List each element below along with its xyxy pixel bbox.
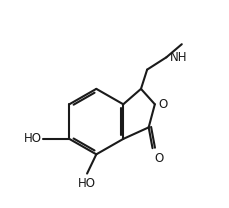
Text: O: O [157, 98, 166, 111]
Text: HO: HO [24, 132, 41, 145]
Text: O: O [153, 152, 163, 165]
Text: HO: HO [78, 177, 96, 190]
Text: NH: NH [169, 51, 186, 64]
